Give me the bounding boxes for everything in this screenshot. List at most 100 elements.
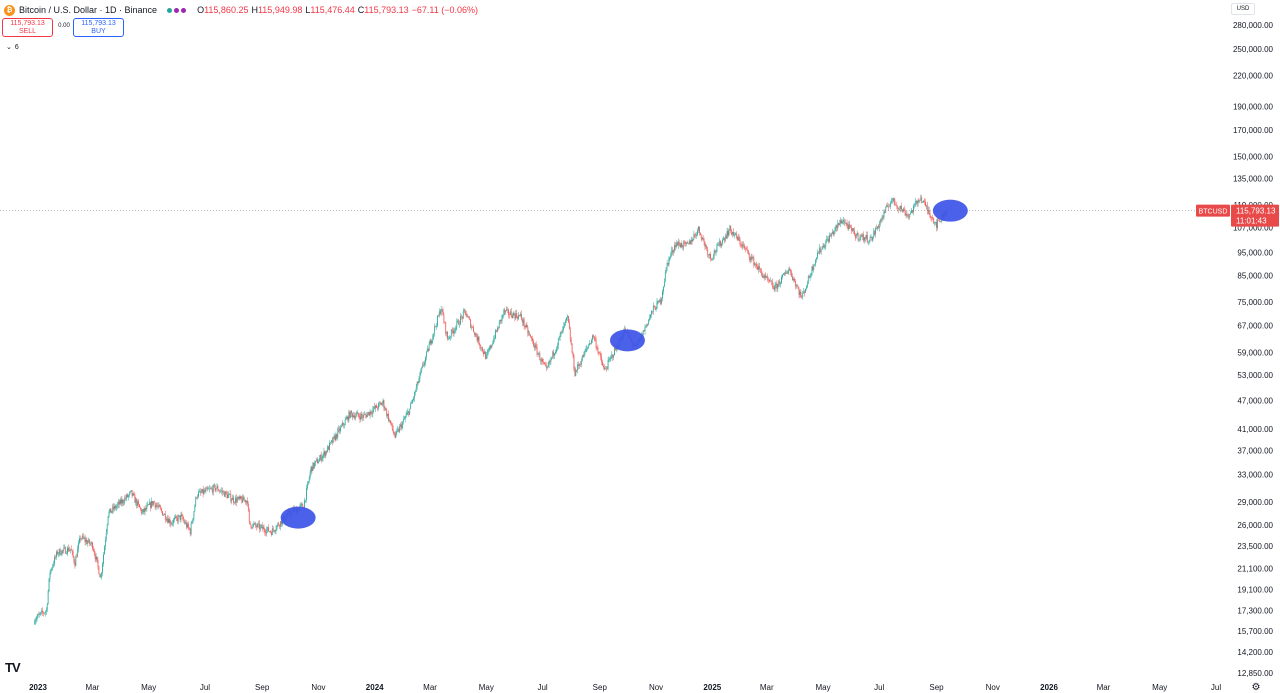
candle-body <box>259 526 261 530</box>
candle <box>261 522 263 532</box>
candle-body <box>567 316 568 318</box>
candle <box>376 403 377 409</box>
candle-body <box>683 241 685 248</box>
candle-body <box>197 496 198 498</box>
candle-body <box>138 501 139 505</box>
candle <box>281 520 282 528</box>
candle-body <box>321 457 323 461</box>
candle-body <box>468 316 470 318</box>
candle-body <box>76 556 78 558</box>
candle-body <box>42 610 44 613</box>
candle <box>603 364 605 371</box>
candle <box>411 400 413 404</box>
candle-body <box>847 225 849 229</box>
candle <box>93 548 95 557</box>
candle <box>400 422 401 431</box>
candle <box>732 231 734 238</box>
price-tick-label: 41,000.00 <box>1237 425 1273 434</box>
candle-body <box>473 327 474 332</box>
candle <box>142 508 144 515</box>
candle <box>247 497 248 507</box>
candle-body <box>534 344 536 349</box>
candle-body <box>866 235 868 243</box>
candle <box>609 357 611 363</box>
candle <box>708 254 710 259</box>
candle <box>167 515 169 524</box>
candle <box>901 202 902 212</box>
candle <box>538 351 540 358</box>
candle <box>145 504 147 511</box>
candle <box>156 502 158 508</box>
candle <box>853 228 854 234</box>
candle <box>815 259 817 267</box>
candle <box>96 556 98 563</box>
candle <box>829 232 830 244</box>
candle-body <box>270 532 272 535</box>
candle-body <box>852 228 853 231</box>
candle <box>777 283 779 293</box>
candle-body <box>540 360 542 362</box>
candle-body <box>518 315 520 319</box>
candle-body <box>388 413 389 421</box>
candle-body <box>688 240 690 244</box>
candle <box>809 273 811 282</box>
candle-body <box>164 513 166 520</box>
candle <box>750 253 752 263</box>
candle <box>485 352 487 360</box>
candle <box>415 384 417 393</box>
candle-body <box>82 535 84 539</box>
symbol-tag-bg <box>1196 204 1230 217</box>
candle <box>649 314 651 322</box>
candle-body <box>472 326 473 328</box>
candle <box>95 553 97 562</box>
candle <box>705 243 707 249</box>
candle <box>48 578 50 593</box>
currency-button[interactable]: USD <box>1231 3 1255 15</box>
candle <box>75 555 77 567</box>
candle <box>546 365 548 370</box>
candle-body <box>114 505 115 510</box>
candle-body <box>126 494 127 499</box>
candle <box>557 337 559 350</box>
candle-body <box>120 499 122 504</box>
candle-body <box>490 345 492 348</box>
candle <box>881 214 883 223</box>
symbol-title[interactable]: Bitcoin / U.S. Dollar · 1D · Binance <box>19 5 158 15</box>
candle-body <box>215 488 217 491</box>
gear-icon[interactable]: ⚙ <box>1251 681 1261 693</box>
candle-body <box>410 403 412 409</box>
candle <box>539 350 541 361</box>
candle-body <box>368 412 370 416</box>
candle-body <box>734 233 736 235</box>
candle-body <box>793 278 794 281</box>
candle <box>783 271 785 277</box>
candle-body <box>65 547 67 554</box>
buy-button[interactable]: 115,793.13 BUY <box>73 18 124 37</box>
candle <box>884 209 886 214</box>
candle-body <box>195 497 197 506</box>
indicators-toggle-button[interactable]: ⌄ 6 <box>3 41 22 53</box>
candle-body <box>703 239 705 243</box>
candle <box>915 200 917 206</box>
candle-body <box>707 249 709 255</box>
candle-body <box>778 281 780 284</box>
candle <box>806 280 808 289</box>
market-status-icon[interactable] <box>167 7 188 13</box>
candle-body <box>262 527 264 529</box>
candle-body <box>728 230 730 236</box>
candle <box>668 255 670 267</box>
candle <box>432 333 434 344</box>
candle <box>441 309 443 313</box>
sell-button[interactable]: 115,793.13 SELL <box>2 18 53 37</box>
candle-body <box>173 519 175 524</box>
candle <box>483 349 484 357</box>
candle <box>863 231 865 243</box>
candle <box>366 412 367 419</box>
candle-body <box>592 335 594 338</box>
candle-body <box>782 273 784 275</box>
candle-body <box>146 505 148 510</box>
candle <box>480 344 482 351</box>
candle <box>237 496 239 501</box>
tradingview-logo-icon[interactable]: TV <box>5 660 21 675</box>
